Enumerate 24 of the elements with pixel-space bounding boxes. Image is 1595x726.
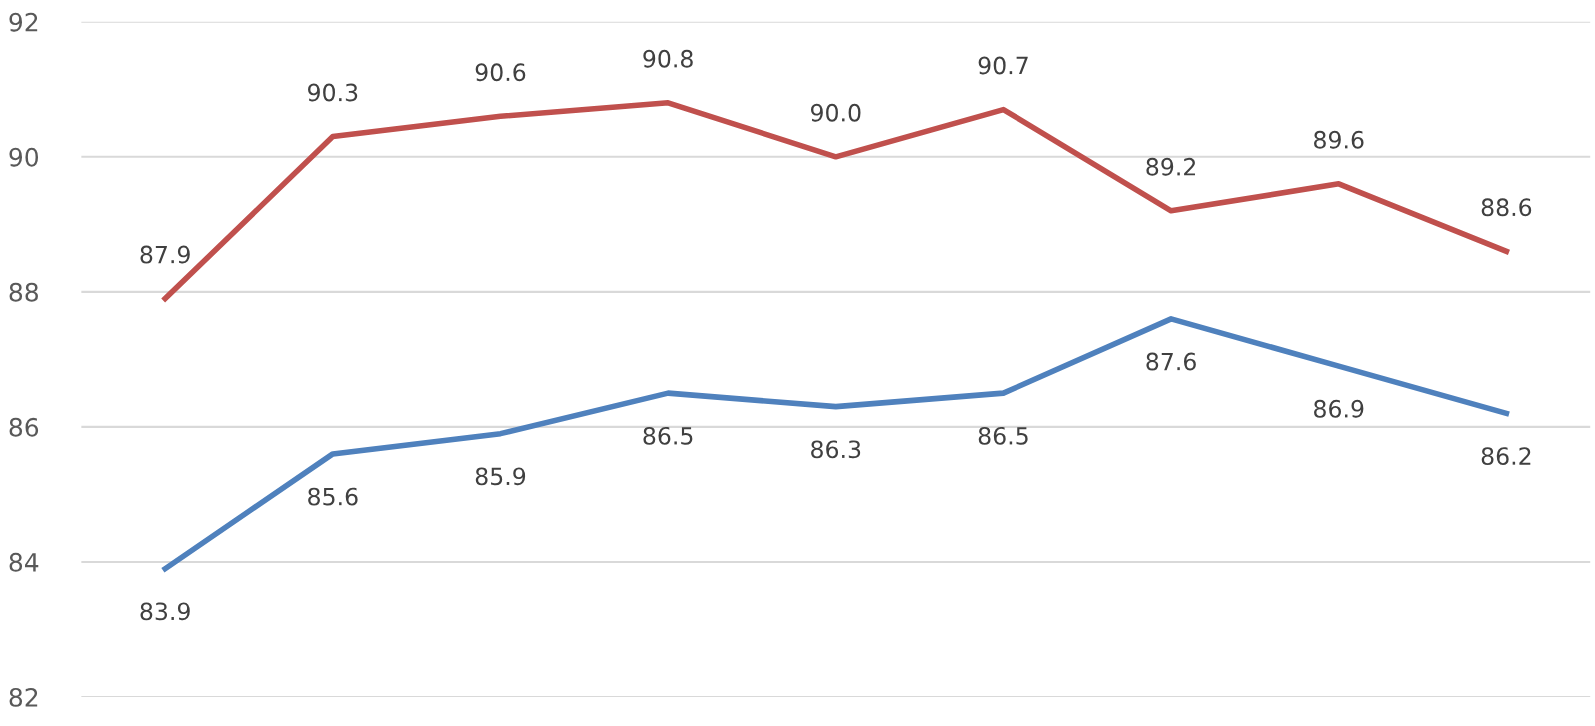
data-label: 86.5 bbox=[643, 426, 693, 445]
data-label: 85.6 bbox=[308, 487, 358, 506]
data-label: 90.6 bbox=[475, 63, 526, 82]
y-tick-label: 86 bbox=[9, 417, 39, 437]
data-label: 86.9 bbox=[1314, 399, 1364, 418]
data-label: 89.6 bbox=[1314, 130, 1364, 149]
y-tick-label: 92 bbox=[9, 12, 38, 32]
data-label: 86.2 bbox=[1481, 447, 1531, 465]
data-label: 88.6 bbox=[1481, 198, 1532, 217]
y-tick-label: 84 bbox=[9, 552, 39, 572]
data-label: 87.6 bbox=[1146, 352, 1196, 371]
data-label: 89.2 bbox=[1146, 157, 1196, 176]
data-label: 90.7 bbox=[978, 56, 1028, 75]
y-tick-label: 90 bbox=[9, 147, 39, 167]
data-label: 86.5 bbox=[978, 426, 1028, 445]
y-tick-label: 82 bbox=[9, 687, 38, 707]
data-label: 87.9 bbox=[140, 245, 190, 264]
data-label: 86.3 bbox=[811, 440, 861, 459]
data-label: 90.0 bbox=[810, 103, 861, 122]
data-label: 90.8 bbox=[643, 49, 693, 68]
y-tick-label: 88 bbox=[9, 282, 38, 302]
data-label: 90.3 bbox=[308, 83, 358, 102]
data-label: 85.9 bbox=[475, 467, 526, 486]
data-label: 83.9 bbox=[140, 602, 190, 621]
